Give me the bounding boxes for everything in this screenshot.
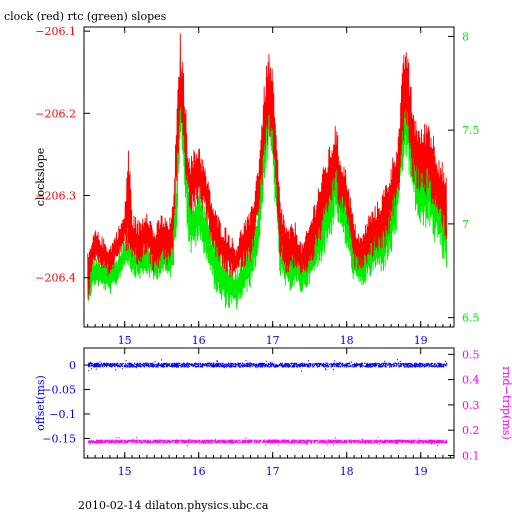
bottom-x-ticks: 15 16 17 18 19 xyxy=(87,348,451,478)
x-tick-label: 16 xyxy=(192,334,206,347)
top-x-ticks: 15 16 17 18 19 xyxy=(87,27,451,347)
top-y-axis-label: clockslope xyxy=(34,148,47,206)
x-tick-label: 15 xyxy=(118,465,132,478)
y2-tick-label: 6.5 xyxy=(462,312,480,325)
top-plot-frame xyxy=(83,26,455,328)
bottom-y-ticks: 0 −0.05 −0.1 −0.15 xyxy=(42,359,90,445)
x-tick-label: 19 xyxy=(414,465,428,478)
roundtrip-axis-label: rnd−trip(ms) xyxy=(500,366,512,440)
bottom-plot-frame xyxy=(83,347,455,459)
y2-tick-label: 7.5 xyxy=(462,124,480,137)
offset-points xyxy=(87,359,448,372)
footer-text: 2010-02-14 dilaton.physics.ubc.ca xyxy=(78,499,269,512)
roundtrip-points xyxy=(87,436,448,447)
y-tick-label: −0.05 xyxy=(42,384,76,397)
clock-slope-line xyxy=(87,33,448,300)
y2-tick-label: 0.4 xyxy=(462,374,480,387)
top-y-ticks: −206.1 −206.2 −206.3 −206.4 xyxy=(35,25,90,285)
y-tick-label: −0.15 xyxy=(42,432,76,445)
top-y2-ticks: 6.5 7 7.5 8 xyxy=(448,30,480,325)
y-tick-label: −206.1 xyxy=(35,25,76,38)
top-panel: 15 16 17 18 19 −206.1 −206.2 −206.3 −206.4 6.5 7… xyxy=(34,25,480,347)
y2-tick-label: 7 xyxy=(462,218,469,231)
roundtrip-series xyxy=(87,436,448,447)
offset-series xyxy=(87,359,448,372)
y-tick-label: −206.4 xyxy=(35,272,76,285)
clock-slope-series xyxy=(87,33,448,300)
x-tick-label: 17 xyxy=(266,334,280,347)
offset-axis-label: offset(ms) xyxy=(34,375,47,431)
y-tick-label: 0 xyxy=(69,359,76,372)
x-tick-label: 15 xyxy=(118,334,132,347)
x-tick-label: 16 xyxy=(192,465,206,478)
x-tick-label: 19 xyxy=(414,334,428,347)
y2-tick-label: 0.2 xyxy=(462,424,480,437)
chart-title: clock (red) rtc (green) slopes xyxy=(4,10,167,23)
y2-tick-label: 0.1 xyxy=(462,449,480,462)
y2-tick-label: 0.5 xyxy=(462,348,480,361)
x-tick-label: 17 xyxy=(266,465,280,478)
y2-tick-label: 0.3 xyxy=(462,399,480,412)
x-tick-label: 18 xyxy=(340,465,354,478)
bottom-y2-ticks: 0.1 0.2 0.3 0.4 0.5 xyxy=(448,348,480,462)
y-tick-label: −206.3 xyxy=(35,189,76,202)
y-tick-label: −206.2 xyxy=(35,107,76,120)
y-tick-label: −0.1 xyxy=(49,408,76,421)
x-tick-label: 18 xyxy=(340,334,354,347)
bottom-panel: 15 16 17 18 19 0−0.05−0.1−0.15 0.10.20.30.40… xyxy=(34,347,512,478)
y2-tick-label: 8 xyxy=(462,30,469,43)
